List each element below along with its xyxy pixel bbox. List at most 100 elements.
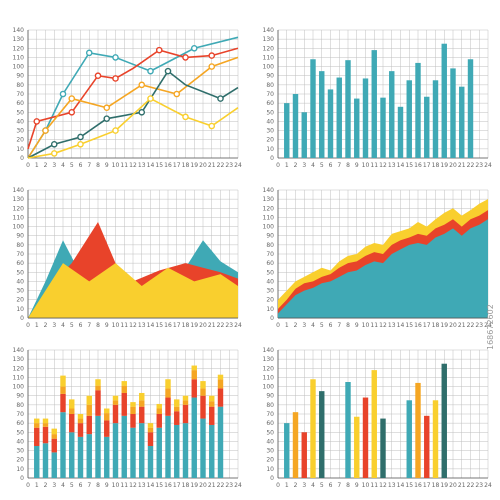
- bar: [301, 432, 307, 478]
- stacked-bar-segment: [174, 406, 180, 412]
- x-tick-label: 6: [79, 162, 83, 168]
- y-tick-label: 0: [20, 315, 24, 322]
- y-tick-label: 0: [270, 475, 274, 482]
- y-tick-label: 100: [263, 384, 275, 391]
- y-tick-label: 80: [16, 402, 24, 409]
- y-tick-label: 30: [16, 288, 24, 295]
- x-tick-label: 7: [87, 482, 91, 488]
- bar: [397, 106, 404, 158]
- x-tick-label: 20: [199, 162, 207, 168]
- x-tick-label: 10: [362, 162, 370, 168]
- y-tick-label: 70: [266, 411, 274, 418]
- y-tick-label: 80: [266, 82, 274, 89]
- x-tick-label: 17: [173, 482, 181, 488]
- y-tick-label: 90: [16, 233, 24, 240]
- x-tick-label: 3: [302, 482, 306, 488]
- x-tick-label: 13: [138, 322, 146, 328]
- x-tick-label: 13: [138, 482, 146, 488]
- x-tick-label: 5: [320, 322, 324, 328]
- stacked-bar-segment: [217, 374, 224, 380]
- stacked-bar-segment: [112, 404, 119, 424]
- data-point-marker: [208, 63, 216, 70]
- y-tick-label: 30: [16, 128, 24, 135]
- x-tick-label: 17: [423, 322, 431, 328]
- series-line: [27, 47, 239, 150]
- bar: [354, 416, 360, 478]
- stacked-bar-segment: [95, 415, 101, 478]
- x-tick-label: 14: [147, 162, 155, 168]
- stacked-bar-segment: [182, 404, 189, 424]
- x-tick-label: 23: [475, 482, 483, 488]
- x-tick-label: 15: [405, 482, 413, 488]
- data-point-marker: [103, 115, 111, 122]
- bar: [354, 98, 360, 158]
- bar: [284, 103, 290, 158]
- data-point-marker: [42, 127, 49, 134]
- bar: [450, 68, 456, 158]
- x-tick-label: 24: [234, 162, 242, 168]
- bar: [345, 60, 351, 158]
- y-tick-label: 60: [16, 420, 24, 427]
- data-point-marker: [103, 104, 111, 112]
- stacked-bar-segment: [77, 436, 84, 478]
- y-tick-label: 130: [13, 196, 25, 203]
- stacked-bar-segment: [121, 385, 127, 393]
- x-tick-label: 2: [294, 162, 298, 168]
- stacked-bar-segment: [77, 423, 84, 437]
- stacked-bar-segment: [165, 415, 171, 478]
- bar: [284, 423, 290, 478]
- bar: [319, 71, 325, 158]
- stacked-bar-segment: [112, 423, 119, 478]
- data-point-marker: [85, 49, 93, 57]
- x-tick-label: 3: [52, 162, 56, 168]
- bar: [345, 382, 351, 478]
- y-tick-label: 80: [266, 242, 274, 249]
- stacked-bar-segment: [191, 370, 197, 380]
- y-tick-label: 20: [266, 457, 274, 464]
- stacked-bar-segment: [147, 432, 154, 446]
- bar: [459, 86, 465, 158]
- stacked-bar-segment: [165, 379, 171, 389]
- x-tick-label: 19: [440, 482, 448, 488]
- stacked-bar-segment: [147, 423, 154, 428]
- x-tick-label: 14: [397, 162, 405, 168]
- x-tick-label: 12: [379, 162, 387, 168]
- x-tick-label: 22: [217, 162, 225, 168]
- stacked-bar-segment: [139, 392, 145, 401]
- y-tick-label: 40: [16, 118, 24, 125]
- bar: [380, 97, 386, 158]
- data-point-marker: [147, 95, 154, 102]
- x-tick-label: 5: [70, 482, 74, 488]
- x-tick-label: 15: [155, 162, 163, 168]
- x-tick-label: 6: [79, 322, 83, 328]
- y-tick-label: 110: [263, 54, 275, 61]
- y-tick-label: 120: [13, 45, 25, 52]
- stacked-bar-segment: [51, 452, 57, 478]
- x-tick-label: 22: [217, 482, 225, 488]
- stacked-bar-segment: [147, 446, 154, 478]
- stacked-bar-segment: [34, 423, 40, 428]
- x-tick-label: 24: [484, 482, 492, 488]
- x-tick-label: 3: [52, 482, 56, 488]
- y-tick-label: 40: [266, 438, 274, 445]
- y-tick-label: 50: [16, 429, 24, 436]
- y-tick-label: 20: [266, 137, 274, 144]
- x-tick-label: 3: [302, 322, 306, 328]
- stacked-bar-segment: [77, 414, 84, 419]
- x-tick-label: 2: [294, 482, 298, 488]
- data-point-marker: [164, 67, 172, 75]
- stacked-bar-segment: [139, 423, 145, 478]
- data-point-marker: [59, 90, 67, 98]
- y-tick-label: 90: [16, 73, 24, 80]
- stacked-bar-segment: [60, 375, 66, 387]
- x-tick-label: 8: [346, 482, 350, 488]
- x-tick-label: 11: [120, 162, 128, 168]
- x-tick-label: 4: [61, 322, 65, 328]
- data-point-marker: [112, 54, 119, 61]
- stacked-bar-segment: [42, 418, 49, 424]
- x-tick-label: 14: [397, 322, 405, 328]
- x-tick-label: 15: [155, 482, 163, 488]
- x-tick-label: 10: [362, 482, 370, 488]
